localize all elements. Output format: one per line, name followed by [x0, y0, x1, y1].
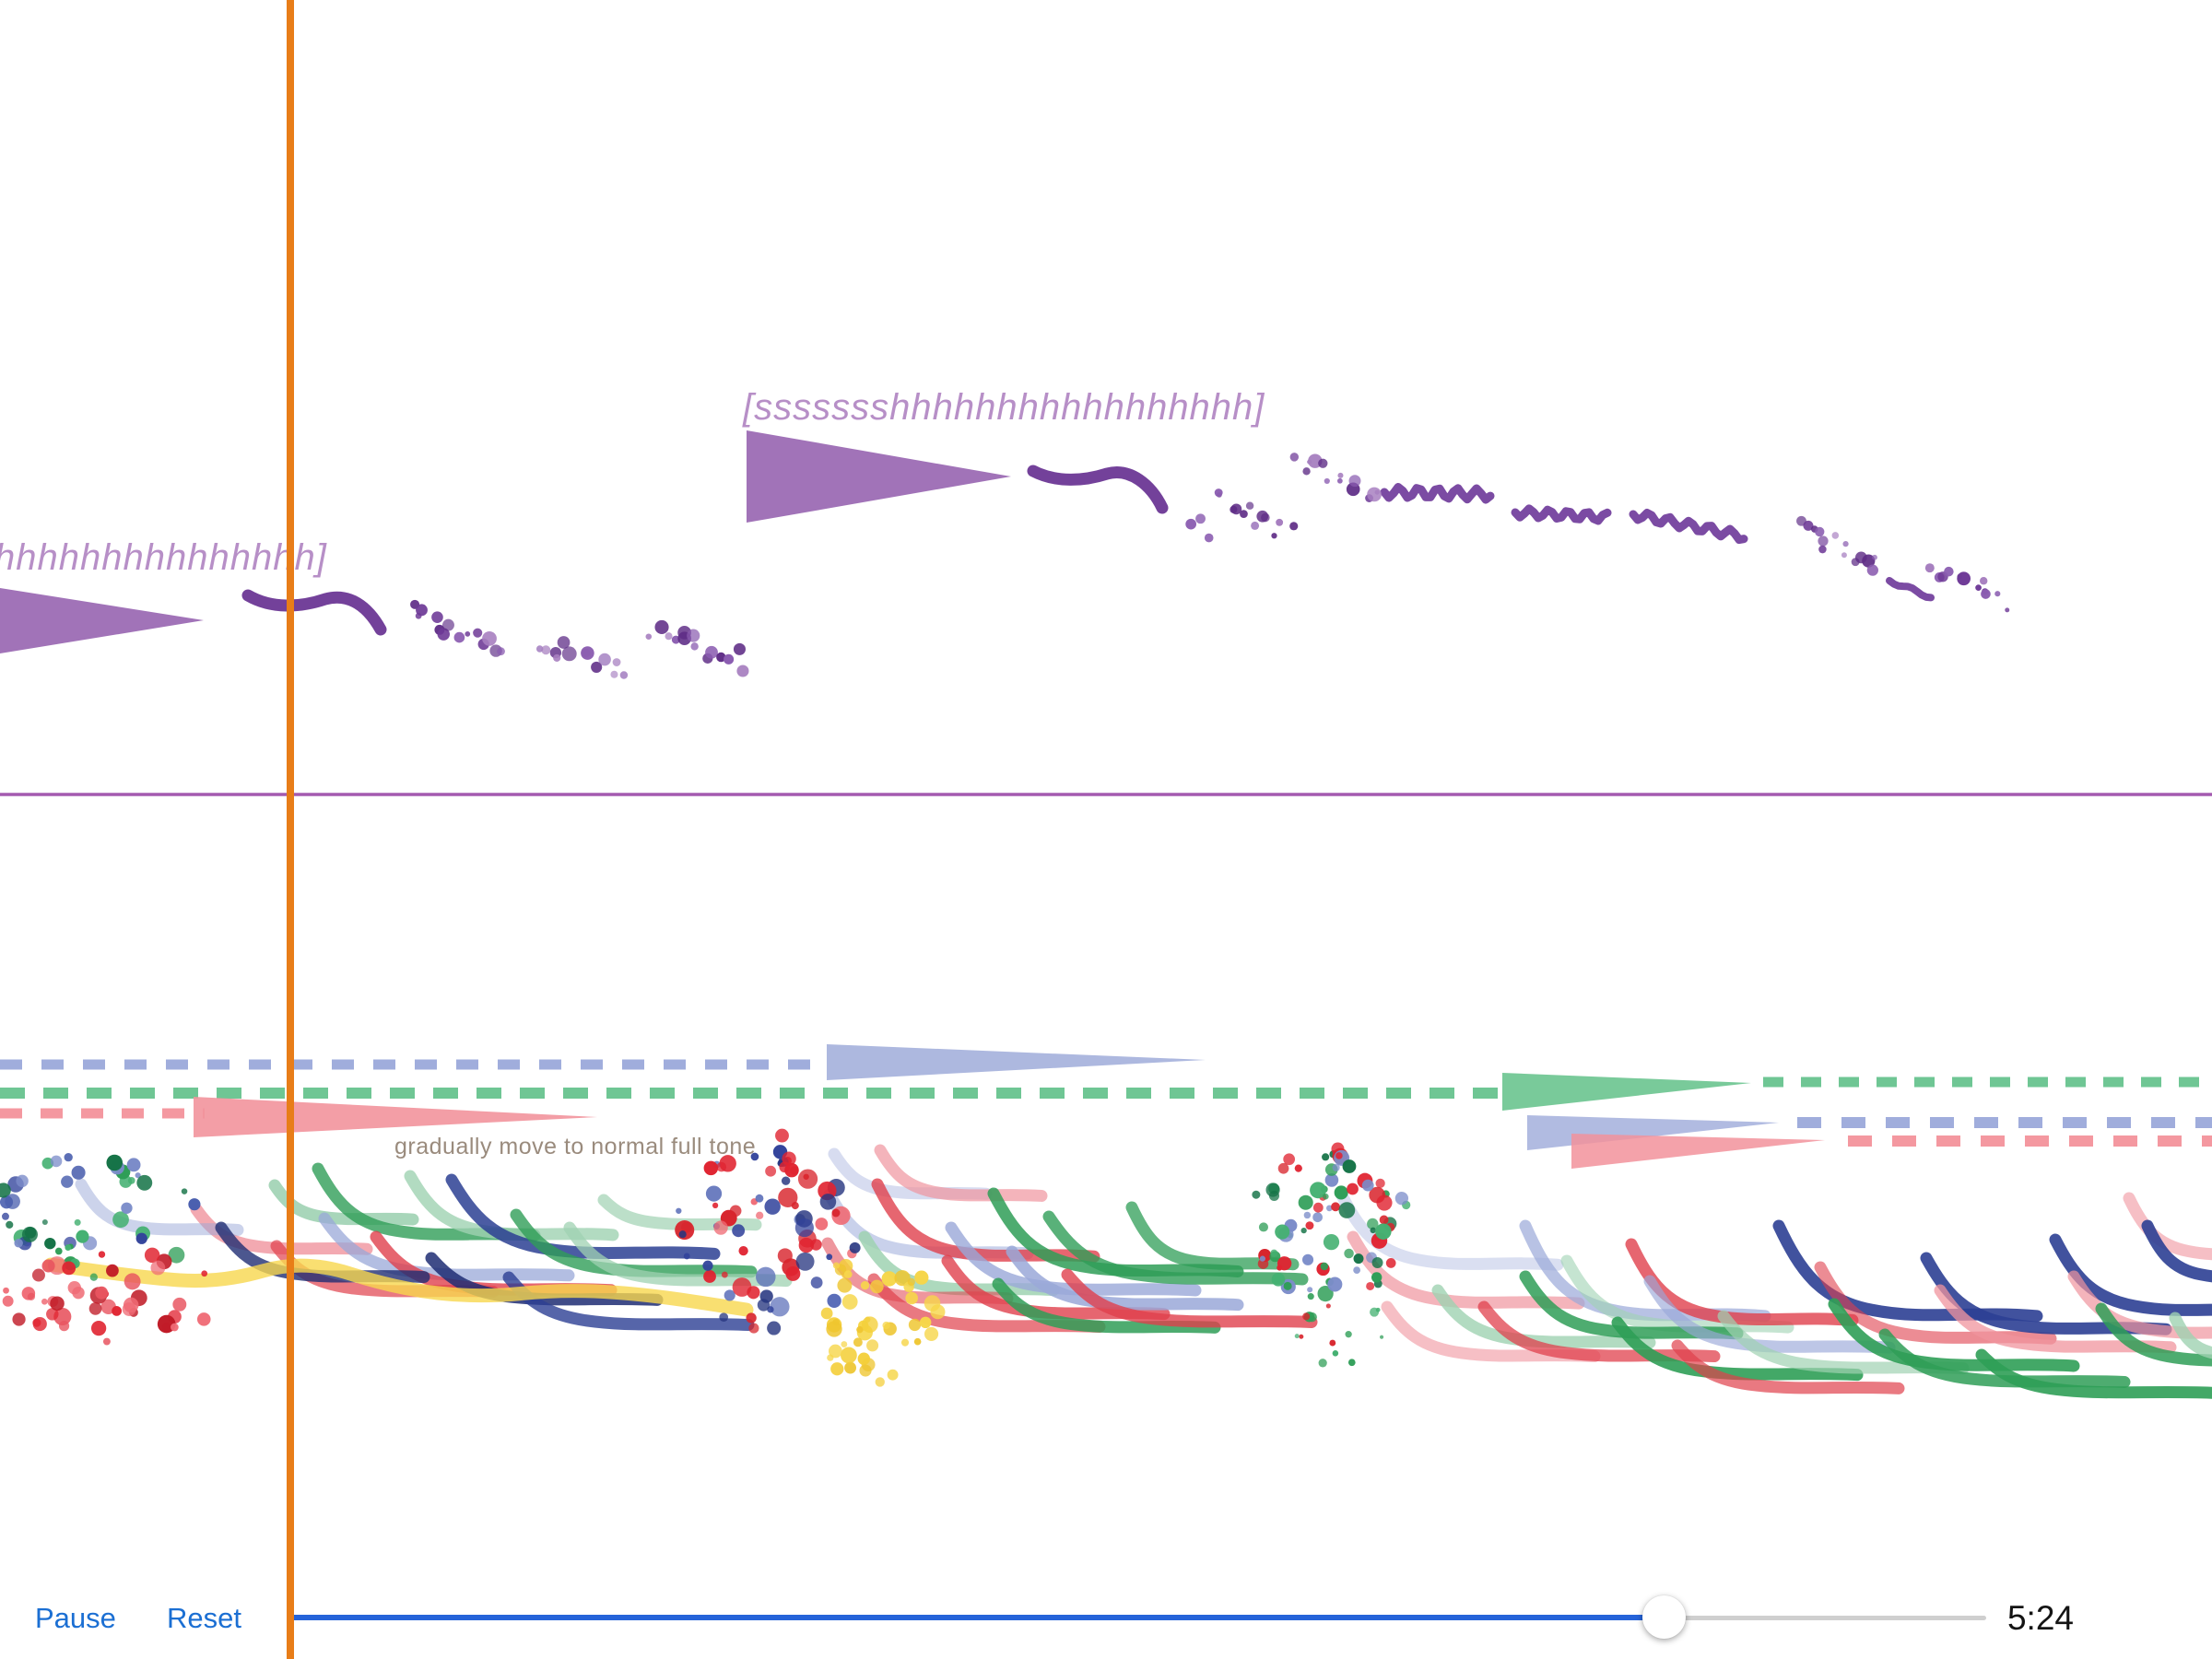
lower-voices-layer: [0, 1044, 2212, 1399]
pause-button[interactable]: Pause: [35, 1602, 116, 1634]
time-label: 5:24: [2006, 1599, 2074, 1637]
seek-slider-handle[interactable]: [1641, 1595, 1686, 1639]
reset-button[interactable]: Reset: [167, 1602, 241, 1634]
vocal-label-left: hhhhhhhhhhhhhhh]: [0, 537, 327, 578]
transport-bar: Pause Reset 5:24: [0, 1567, 2212, 1659]
upper-voice-layer: [0, 430, 2010, 679]
performance-instruction: gradually move to normal full tone: [394, 1134, 757, 1159]
playhead-line: [287, 0, 294, 1659]
seek-slider-fill: [288, 1615, 1664, 1620]
vocal-label-mid: [ssssssshhhhhhhhhhhhhhhhh]: [743, 387, 1265, 428]
seek-slider[interactable]: [288, 1595, 1986, 1639]
